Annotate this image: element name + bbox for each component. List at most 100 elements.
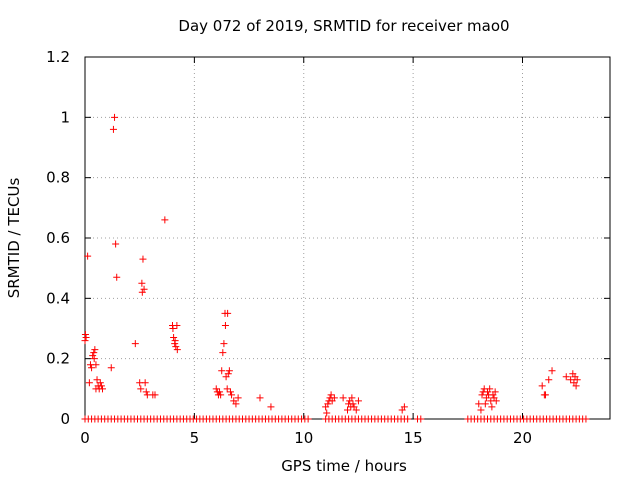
data-point: [82, 334, 90, 342]
data-point: [234, 394, 242, 402]
data-point: [352, 406, 360, 414]
y-tick-label: 0.6: [46, 229, 70, 247]
y-tick-label: 0.8: [46, 169, 70, 187]
data-point: [172, 343, 180, 351]
data-point: [216, 388, 224, 396]
data-points: [81, 113, 590, 423]
data-point: [330, 394, 338, 402]
data-point: [99, 385, 106, 393]
y-tick-label: 0.2: [46, 350, 70, 368]
data-point: [475, 400, 483, 408]
data-point: [88, 364, 96, 372]
data-point: [477, 406, 485, 414]
data-point: [339, 394, 347, 402]
data-point: [354, 397, 362, 405]
data-point: [492, 397, 500, 405]
y-tick-label: 1.2: [46, 48, 70, 66]
data-point: [541, 391, 549, 399]
data-point: [256, 394, 264, 402]
data-point: [573, 376, 581, 384]
data-point: [81, 337, 89, 345]
data-point: [349, 400, 357, 408]
grid: [85, 57, 610, 419]
data-point: [220, 340, 228, 348]
y-axis-label: SRMTID / TECUs: [5, 178, 23, 299]
x-tick-label: 5: [190, 429, 200, 447]
data-point: [324, 400, 332, 408]
data-point: [225, 367, 233, 375]
x-tick-label: 15: [404, 429, 423, 447]
data-point: [173, 346, 181, 354]
data-point: [84, 252, 92, 260]
data-point: [141, 379, 149, 387]
data-point: [486, 385, 494, 393]
data-point: [171, 337, 179, 345]
data-point: [137, 385, 145, 393]
data-point: [81, 331, 89, 339]
data-point: [107, 364, 115, 372]
data-point: [348, 394, 356, 402]
data-point: [140, 285, 148, 293]
data-point: [142, 388, 150, 396]
x-axis-label: GPS time / hours: [281, 457, 407, 475]
data-point: [218, 367, 226, 375]
data-point: [582, 415, 590, 423]
data-point: [173, 321, 181, 329]
data-point: [232, 400, 240, 408]
data-point: [161, 216, 169, 224]
data-point: [138, 279, 146, 287]
data-point: [219, 349, 227, 357]
data-point: [97, 382, 105, 390]
data-point: [548, 367, 556, 375]
data-point: [572, 382, 580, 390]
axis-ticks: 0 0.2 0.4 0.6 0.8 1 1.2 0 5 10 15 20: [46, 48, 610, 447]
data-point: [85, 379, 93, 387]
data-point: [267, 403, 275, 411]
data-point: [212, 385, 220, 393]
data-point: [91, 346, 99, 354]
data-point: [481, 400, 489, 408]
data-point: [562, 373, 570, 381]
data-point: [151, 391, 159, 399]
x-tick-label: 0: [80, 429, 90, 447]
data-point: [228, 391, 236, 399]
data-point: [113, 273, 121, 281]
data-point: [90, 349, 98, 357]
data-point: [93, 376, 101, 384]
data-point: [400, 403, 408, 411]
data-point: [109, 125, 117, 133]
data-point: [344, 406, 351, 414]
data-point: [223, 385, 231, 393]
data-point: [404, 415, 412, 423]
data-point: [488, 403, 496, 411]
data-point: [491, 388, 499, 396]
data-point: [217, 391, 225, 399]
data-point: [226, 388, 234, 396]
data-point: [96, 379, 104, 387]
data-point: [417, 415, 425, 423]
y-tick-label: 1: [60, 108, 70, 126]
data-point: [221, 321, 229, 329]
data-point: [478, 391, 486, 399]
y-tick-label: 0.4: [46, 289, 70, 307]
data-point: [224, 370, 232, 378]
data-point: [545, 376, 553, 384]
data-point: [138, 288, 146, 296]
data-point: [139, 255, 147, 263]
data-point: [89, 352, 97, 360]
x-tick-label: 10: [294, 429, 313, 447]
y-tick-label: 0: [60, 410, 70, 428]
data-point: [538, 382, 546, 390]
data-point: [224, 309, 232, 317]
data-point: [90, 355, 98, 363]
data-point: [111, 113, 119, 121]
data-point: [304, 415, 312, 423]
data-point: [567, 376, 575, 384]
data-point: [112, 240, 120, 248]
x-tick-label: 20: [513, 429, 532, 447]
data-point: [170, 334, 178, 342]
chart-title: Day 072 of 2019, SRMTID for receiver mao…: [178, 17, 509, 35]
data-point: [169, 325, 177, 332]
